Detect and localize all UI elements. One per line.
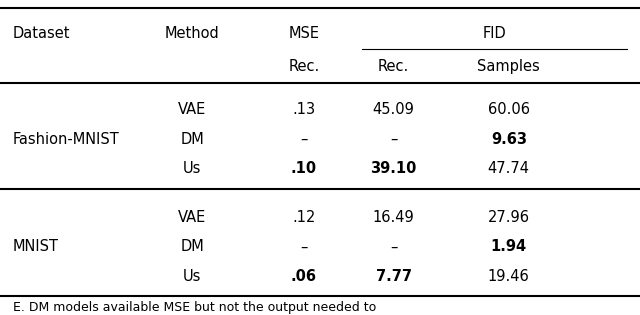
Text: MSE: MSE: [289, 26, 319, 41]
Text: –: –: [300, 132, 308, 147]
Text: Dataset: Dataset: [13, 26, 70, 41]
Text: 9.63: 9.63: [491, 132, 527, 147]
Text: .10: .10: [291, 161, 317, 176]
Text: FID: FID: [483, 26, 506, 41]
Text: E. DM models available MSE but not the output needed to: E. DM models available MSE but not the o…: [13, 301, 376, 314]
Text: 7.77: 7.77: [376, 269, 412, 284]
Text: MNIST: MNIST: [13, 239, 59, 255]
Text: 60.06: 60.06: [488, 102, 530, 117]
Text: 16.49: 16.49: [372, 210, 415, 225]
Text: Samples: Samples: [477, 59, 540, 74]
Text: VAE: VAE: [178, 102, 206, 117]
Text: –: –: [390, 239, 397, 255]
Text: Us: Us: [183, 161, 201, 176]
Text: DM: DM: [180, 239, 204, 255]
Text: 27.96: 27.96: [488, 210, 530, 225]
Text: –: –: [390, 132, 397, 147]
Text: .06: .06: [291, 269, 317, 284]
Text: Rec.: Rec.: [378, 59, 409, 74]
Text: DM: DM: [180, 132, 204, 147]
Text: 19.46: 19.46: [488, 269, 530, 284]
Text: .12: .12: [292, 210, 316, 225]
Text: Fashion-MNIST: Fashion-MNIST: [13, 132, 120, 147]
Text: .13: .13: [292, 102, 316, 117]
Text: 47.74: 47.74: [488, 161, 530, 176]
Text: Rec.: Rec.: [289, 59, 319, 74]
Text: Us: Us: [183, 269, 201, 284]
Text: –: –: [300, 239, 308, 255]
Text: VAE: VAE: [178, 210, 206, 225]
Text: 1.94: 1.94: [491, 239, 527, 255]
Text: 45.09: 45.09: [372, 102, 415, 117]
Text: 39.10: 39.10: [371, 161, 417, 176]
Text: Method: Method: [164, 26, 220, 41]
